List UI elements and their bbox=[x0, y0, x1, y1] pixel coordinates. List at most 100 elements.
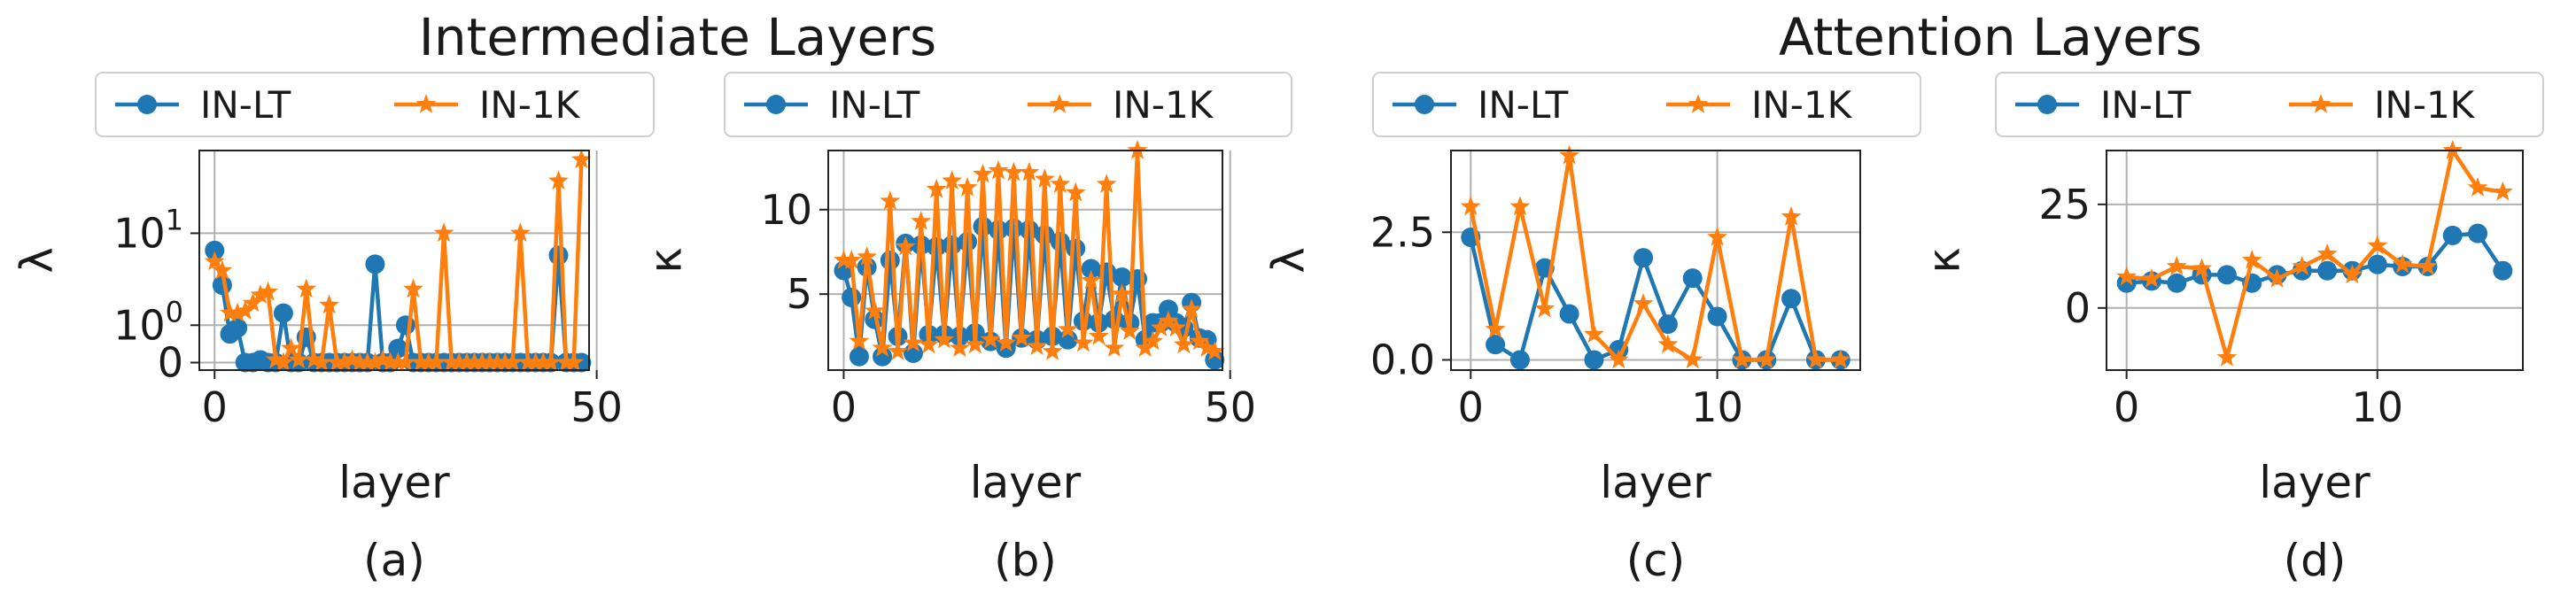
data-point bbox=[1781, 289, 1802, 309]
data-point bbox=[1732, 349, 1752, 369]
data-point bbox=[1112, 267, 1132, 288]
data-point bbox=[1197, 337, 1217, 357]
data-point bbox=[265, 349, 286, 369]
data-point bbox=[1042, 341, 1063, 360]
legend: IN-LT IN-1K bbox=[95, 72, 655, 137]
series-in-1k bbox=[204, 149, 592, 372]
data-point bbox=[1781, 206, 1802, 226]
series-line bbox=[213, 159, 584, 365]
data-point bbox=[1205, 350, 1225, 370]
y-axis-label: κ bbox=[640, 247, 692, 273]
data-point bbox=[1756, 349, 1777, 369]
data-point bbox=[1058, 319, 1078, 338]
data-point bbox=[388, 338, 408, 359]
data-point bbox=[548, 245, 569, 266]
data-point bbox=[517, 352, 539, 372]
data-point bbox=[471, 352, 493, 372]
data-point bbox=[942, 170, 962, 189]
panel-label: (d) bbox=[2284, 535, 2347, 586]
x-tick-label: 0 bbox=[831, 383, 857, 431]
data-point bbox=[1509, 350, 1530, 370]
series-line bbox=[2126, 231, 2505, 285]
data-point bbox=[2468, 223, 2488, 243]
data-point bbox=[1657, 314, 1678, 335]
data-point bbox=[2317, 260, 2338, 281]
legend-label: IN-1K bbox=[1113, 83, 1214, 127]
series-in-1k bbox=[2116, 140, 2513, 367]
x-tick-label: 50 bbox=[1204, 383, 1256, 431]
data-point bbox=[1112, 283, 1132, 303]
legend-frame bbox=[1372, 72, 1921, 137]
data-point bbox=[880, 190, 901, 210]
data-point bbox=[895, 236, 916, 256]
panel-label: (c) bbox=[1626, 535, 1686, 586]
data-point bbox=[1034, 168, 1055, 189]
y-tick-label: 0 bbox=[158, 338, 183, 386]
data-point bbox=[2116, 266, 2138, 286]
data-point bbox=[1143, 330, 1163, 351]
data-point bbox=[494, 352, 516, 372]
legend-label: IN-LT bbox=[829, 83, 920, 127]
data-point bbox=[571, 149, 592, 169]
data-point bbox=[1486, 335, 1506, 355]
data-point bbox=[1004, 218, 1024, 238]
legend-marker bbox=[1049, 94, 1070, 113]
data-point bbox=[357, 352, 378, 372]
data-point bbox=[448, 352, 469, 372]
data-point bbox=[2167, 273, 2187, 293]
data-point bbox=[243, 292, 263, 313]
x-tick-label: 50 bbox=[570, 383, 623, 431]
data-point bbox=[380, 352, 401, 372]
data-point bbox=[996, 332, 1017, 352]
data-point bbox=[1633, 248, 1654, 268]
data-point bbox=[258, 281, 279, 301]
legend: IN-LT IN-1K bbox=[1372, 72, 1921, 137]
panel-label: (b) bbox=[994, 535, 1057, 586]
data-point bbox=[311, 352, 332, 372]
data-point bbox=[1460, 196, 1481, 216]
x-tick-label: 0 bbox=[1458, 383, 1484, 431]
data-point bbox=[1608, 349, 1629, 369]
data-point bbox=[349, 352, 370, 372]
series-line bbox=[1469, 236, 1841, 362]
data-point bbox=[2467, 177, 2488, 197]
data-point bbox=[1559, 304, 1579, 324]
data-point bbox=[1089, 325, 1109, 345]
data-point bbox=[1011, 327, 1032, 347]
legend-label: IN-1K bbox=[479, 83, 581, 127]
data-point bbox=[1805, 349, 1827, 369]
data-point bbox=[365, 254, 385, 274]
x-axis-label: layer bbox=[2259, 457, 2370, 508]
data-point bbox=[1019, 161, 1040, 182]
data-point bbox=[934, 328, 955, 349]
legend-marker bbox=[415, 94, 437, 113]
chart-panel-4: 0 10 0 25 layer κ (d) IN-LT IN-1K bbox=[1919, 72, 2544, 586]
chart-panel-2: 0 50 5 10 layer κ (b) IN-LT IN-1K bbox=[640, 72, 1292, 586]
y-tick-label: 10 bbox=[760, 186, 812, 234]
data-point bbox=[1066, 238, 1086, 259]
legend-label: IN-LT bbox=[200, 83, 291, 127]
data-point bbox=[548, 170, 569, 190]
group-title-attention: Attention Layers bbox=[1779, 7, 2202, 67]
data-point bbox=[873, 346, 893, 367]
legend-label: IN-1K bbox=[1751, 83, 1853, 127]
data-point bbox=[326, 352, 347, 372]
data-point bbox=[395, 352, 416, 372]
legend-frame bbox=[95, 72, 655, 137]
data-point bbox=[911, 211, 932, 230]
data-point bbox=[1559, 144, 1579, 165]
data-point bbox=[1534, 298, 1556, 318]
y-axis-label: λ bbox=[1263, 247, 1315, 274]
series-line bbox=[1469, 153, 1841, 362]
data-point bbox=[2442, 225, 2463, 245]
x-tick-label: 10 bbox=[1691, 383, 1743, 431]
data-point bbox=[2267, 268, 2287, 288]
data-point bbox=[372, 349, 393, 369]
data-point bbox=[1584, 350, 1604, 370]
data-point bbox=[288, 349, 309, 369]
data-point bbox=[2367, 254, 2387, 274]
data-point bbox=[2141, 268, 2162, 288]
data-point bbox=[2342, 264, 2363, 284]
